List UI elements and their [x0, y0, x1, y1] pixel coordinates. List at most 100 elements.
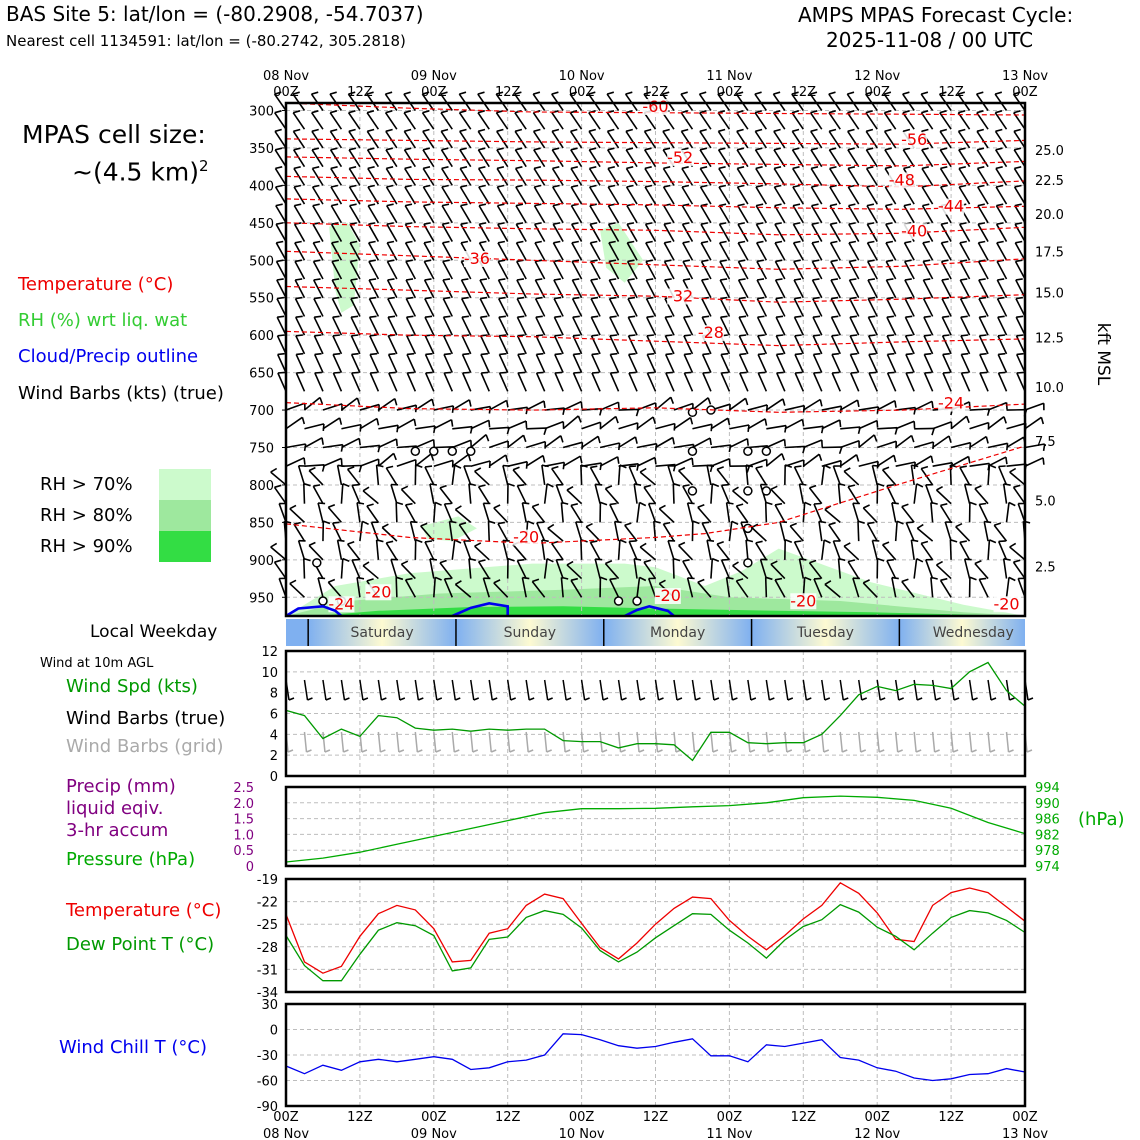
wind-barb-flag: [682, 259, 691, 263]
wind-barb-staff: [498, 316, 509, 336]
wind-barb-flag: [590, 240, 598, 244]
wind-barb-staff: [692, 423, 713, 430]
height-tick-label: 12.5: [1035, 331, 1064, 346]
calm-wind-circle: [743, 486, 753, 496]
wind-barb-flag: [993, 522, 1002, 527]
wind-barb-staff: [997, 354, 1008, 373]
wind-barb-flag: [546, 557, 554, 563]
temp-contour: [285, 156, 1026, 167]
wind-barb-staff: [448, 521, 454, 542]
wind-barb-flag: [707, 397, 712, 405]
wind-barb-flag: [639, 542, 647, 548]
bottom-hour-label: 00Z: [273, 1110, 299, 1125]
wind-barb-flag: [770, 485, 778, 491]
wind-barb-staff: [451, 399, 470, 411]
grid-wind-barb: [433, 731, 437, 753]
wind-barb-staff: [662, 112, 675, 130]
wind-barb-staff: [793, 466, 805, 486]
wind-barb-flag: [386, 465, 394, 469]
wind-barb-staff: [691, 397, 709, 411]
wind-barb-flag: [1015, 259, 1023, 263]
wind-barb-staff: [404, 186, 417, 205]
wind-barb-staff: [516, 298, 527, 317]
wind-barb-flag: [979, 577, 987, 581]
wind-barb-staff: [478, 223, 490, 242]
wind-barb-staff: [292, 112, 306, 130]
wind-barb-staff: [350, 316, 361, 336]
grid-wind-barb: [747, 731, 751, 753]
wind-barb-flag: [791, 91, 799, 95]
wind-barb-flag: [577, 415, 582, 423]
wind-barb-staff: [273, 561, 287, 580]
wind-barb-flag: [423, 222, 431, 225]
wind-barb-flag: [553, 222, 561, 225]
wind-barb-flag: [342, 482, 350, 488]
wind-barb-flag: [600, 501, 608, 506]
wind-barb-flag: [646, 278, 654, 281]
wind-barb-flag: [422, 110, 430, 114]
wind-barb-flag: [340, 458, 343, 466]
wind-barb-flag: [794, 296, 802, 300]
wind-barb-flag: [295, 296, 303, 300]
wind-barb-staff: [904, 316, 915, 336]
wind-barb-staff: [441, 186, 453, 205]
wind-barb-staff: [923, 372, 934, 392]
wind-barb-flag: [441, 203, 450, 207]
pressure-tick-label: 400: [249, 179, 274, 194]
wind-barb-staff: [516, 279, 527, 299]
wind-barb-flag: [387, 240, 395, 244]
wind-barb-staff: [848, 242, 860, 261]
wind-barb-flag: [507, 557, 515, 562]
wind-barb-staff: [613, 521, 620, 542]
rh-70-label: RH > 70%: [40, 474, 133, 495]
wind-barb-flag: [886, 296, 894, 300]
wind-barb-flag: [1009, 542, 1017, 548]
true-wind-barb: [470, 679, 475, 701]
height-tick-label: 10.0: [1035, 381, 1064, 396]
wind-barb-flag: [607, 147, 615, 151]
wind-barb-staff: [916, 527, 934, 542]
wind-barb-staff: [536, 522, 546, 542]
wind-barb-flag: [639, 501, 647, 507]
wind-barb-staff: [747, 418, 766, 430]
wind-barb-staff: [738, 316, 749, 336]
wind-barb-staff: [719, 298, 731, 317]
pressure-tick-label: 750: [249, 441, 274, 456]
wind-barb-staff: [847, 149, 860, 168]
wind-barb-staff: [551, 112, 564, 130]
wind-barb-flag: [474, 467, 482, 473]
wind-barb-flag: [978, 240, 986, 244]
wind-barb-flag: [274, 110, 282, 114]
wind-barb-flag: [275, 203, 283, 207]
grid-wind-barb-flag: [823, 749, 830, 753]
wind-barb-flag: [979, 334, 987, 337]
wind-barb-flag: [627, 259, 635, 263]
grid-wind-barb-flag: [805, 749, 811, 753]
wind-barb-staff: [958, 167, 971, 186]
wind-barb-flag: [662, 91, 670, 95]
rh-region-90: [316, 606, 1025, 616]
wind-barb-staff: [995, 205, 1008, 224]
wind-barb-staff: [976, 149, 989, 168]
wind-barb-flag: [301, 417, 306, 425]
wind-barb-flag: [296, 371, 304, 374]
wind-barb-staff: [580, 464, 583, 485]
wind-barb-staff: [949, 539, 952, 560]
wind-barb-flag: [700, 166, 708, 170]
temp-label-bg: [938, 198, 965, 215]
wind-barb-flag: [422, 128, 430, 133]
wind-barb-staff: [858, 460, 879, 467]
wind-barb-staff: [400, 563, 416, 580]
wind-barb-flag: [580, 401, 583, 409]
wind-barb-flag: [522, 502, 530, 505]
wind-barb-staff: [312, 205, 324, 224]
wind-barb-flag: [847, 110, 855, 114]
wind-barb-staff: [349, 205, 361, 224]
true-wind-barb-flag: [1009, 697, 1015, 701]
wind-barb-staff: [274, 112, 287, 130]
wind-barb-flag: [405, 259, 413, 263]
wind-barb-flag: [590, 296, 599, 300]
wind-barb-flag: [312, 203, 320, 207]
wind-barb-flag: [422, 147, 430, 151]
true-wind-barb-flag: [362, 697, 369, 701]
